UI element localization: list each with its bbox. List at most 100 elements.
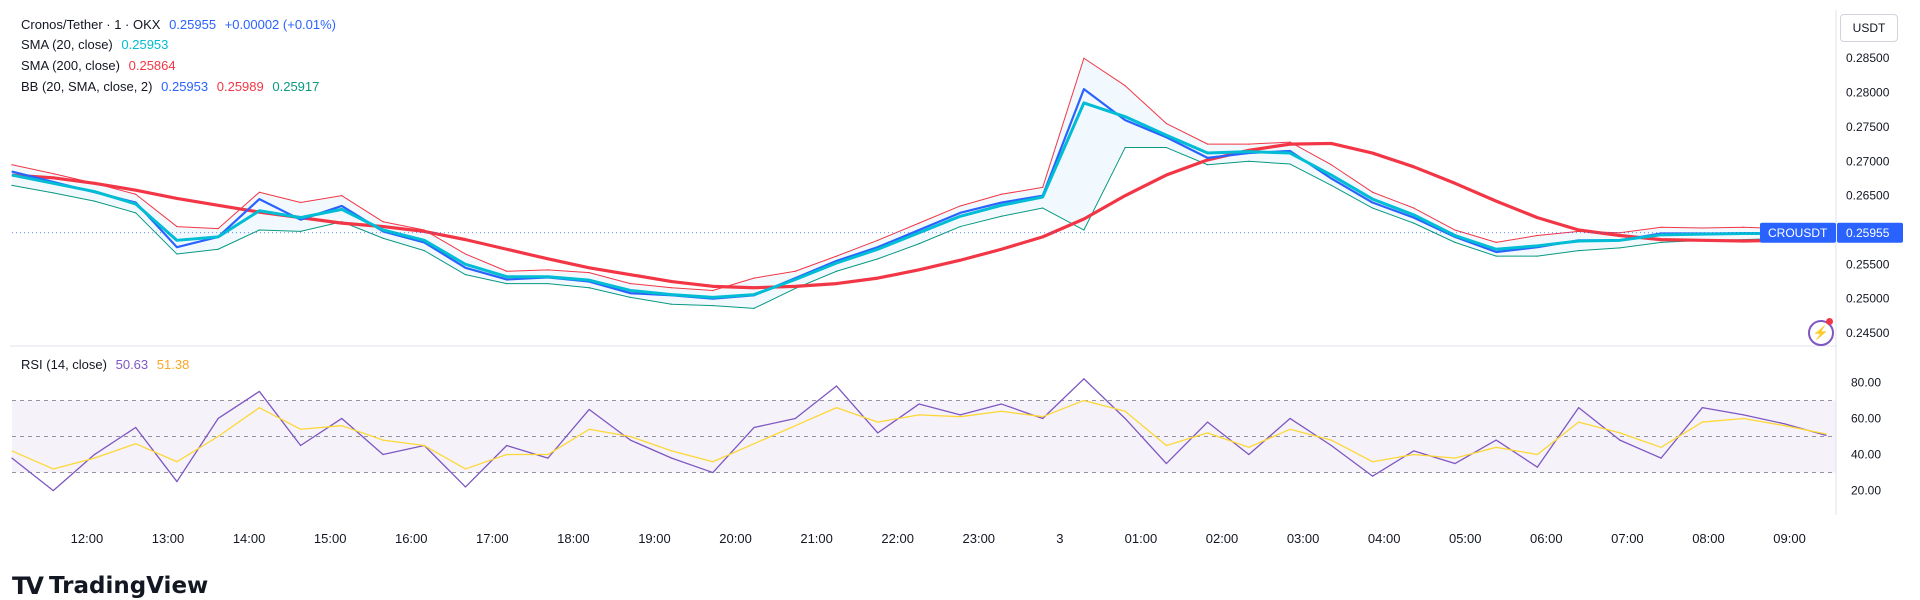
point-bb-upper xyxy=(1701,227,1703,229)
bb-basis-value: 0.25953 xyxy=(161,79,209,94)
point-sma-200-close xyxy=(1000,248,1003,250)
series-cronos-tether[interactable] xyxy=(11,88,1826,300)
point-rsi-ma xyxy=(299,428,302,430)
rsi-ma-value: 51.38 xyxy=(156,357,190,372)
point-sma-20-close xyxy=(1000,204,1003,206)
point-cronos-tether xyxy=(1083,88,1085,90)
point-sma-20-close xyxy=(464,263,467,265)
point-rsi-14-close xyxy=(1825,434,1827,436)
point-rsi-ma xyxy=(794,425,796,427)
time-tick-label: 23:00 xyxy=(963,531,996,546)
price-tick-label: 0.28500 xyxy=(1846,51,1890,65)
point-rsi-14-close xyxy=(1536,466,1539,468)
bb-legend[interactable]: BB (20, SMA, close, 2) 0.25953 0.25989 0… xyxy=(21,79,324,94)
point-sma-200-close xyxy=(794,285,796,287)
point-rsi-ma xyxy=(1701,421,1703,423)
point-bb-lower xyxy=(52,192,54,194)
point-sma-20-close xyxy=(382,229,384,231)
rsi-tick-label: 80.00 xyxy=(1851,375,1881,389)
point-rsi-ma xyxy=(52,468,54,470)
rsi-plot[interactable] xyxy=(11,378,1827,492)
time-axis[interactable]: 12:00 13:00 14:00 15:00 16:00 17:00 18:00 19:00… xyxy=(71,531,1806,546)
point-rsi-14-close xyxy=(1330,444,1332,447)
point-bb-upper xyxy=(959,205,961,207)
point-cronos-tether xyxy=(1124,119,1126,121)
sma200-legend[interactable]: SMA (200, close) 0.25864 xyxy=(21,58,181,73)
point-cronos-tether xyxy=(11,171,13,173)
point-rsi-14-close xyxy=(918,403,920,405)
point-sma-20-close xyxy=(547,276,549,278)
point-sma-200-close xyxy=(1701,239,1703,241)
point-sma-200-close xyxy=(877,277,879,279)
price-change: +0.00002 (+0.01%) xyxy=(224,17,337,32)
point-bb-upper xyxy=(588,272,590,274)
time-tick-label: 3 xyxy=(1056,531,1063,546)
point-cronos-tether xyxy=(341,205,343,207)
point-bb-lower xyxy=(918,243,920,245)
price-axis[interactable]: 0.285000.280000.275000.270000.265000.260… xyxy=(1846,51,1890,340)
point-bb-lower xyxy=(1578,250,1580,252)
point-rsi-14-close xyxy=(712,471,714,474)
point-bb-lower xyxy=(1165,146,1167,149)
point-sma-200-close xyxy=(1165,174,1167,176)
point-rsi-14-close xyxy=(1619,439,1621,441)
point-rsi-14-close xyxy=(877,432,879,434)
point-rsi-ma xyxy=(1248,446,1250,448)
point-bb-upper xyxy=(52,173,54,175)
point-rsi-14-close xyxy=(1371,475,1374,477)
point-sma-20-close xyxy=(1413,214,1415,216)
point-sma-200-close xyxy=(712,285,714,287)
tradingview-logo[interactable]: TV TradingView xyxy=(12,572,208,600)
point-rsi-ma xyxy=(382,439,384,441)
point-bb-upper xyxy=(712,289,714,292)
point-rsi-ma xyxy=(1619,432,1621,434)
point-cronos-tether xyxy=(835,260,838,262)
point-sma-20-close xyxy=(671,293,673,296)
point-sma-20-close xyxy=(217,236,219,238)
point-rsi-14-close xyxy=(217,417,219,420)
point-cronos-tether xyxy=(258,198,260,200)
currency-unit-button[interactable]: USDT xyxy=(1840,14,1898,42)
point-sma-20-close xyxy=(753,293,755,296)
sma20-label: SMA (20, close) xyxy=(21,37,113,52)
point-sma-200-close xyxy=(1289,143,1291,145)
point-rsi-ma xyxy=(1206,432,1209,434)
point-bb-upper xyxy=(11,164,13,166)
price-tag-value-bg xyxy=(1837,222,1903,243)
point-rsi-14-close xyxy=(1701,407,1703,409)
lightning-icon[interactable]: ⚡ xyxy=(1808,320,1834,346)
time-tick-label: 04:00 xyxy=(1368,531,1401,546)
point-rsi-14-close xyxy=(794,417,796,420)
point-bb-upper xyxy=(382,221,384,223)
point-rsi-ma xyxy=(464,468,467,470)
rsi-band-lines xyxy=(12,399,1836,474)
point-rsi-14-close xyxy=(1784,423,1786,425)
point-sma-200-close xyxy=(671,280,673,283)
point-rsi-ma xyxy=(1124,410,1126,412)
point-bb-upper xyxy=(1289,141,1291,143)
sma20-legend[interactable]: SMA (20, close) 0.25953 xyxy=(21,37,173,52)
point-sma-200-close xyxy=(1536,217,1539,219)
point-bb-upper xyxy=(1330,164,1332,166)
point-bb-upper xyxy=(135,193,137,195)
time-tick-label: 05:00 xyxy=(1449,531,1482,546)
rsi-legend[interactable]: RSI (14, close) 50.63 51.38 xyxy=(21,357,194,372)
point-rsi-14-close xyxy=(506,444,508,447)
point-rsi-14-close xyxy=(1248,453,1250,456)
point-cronos-tether xyxy=(1413,217,1415,219)
point-rsi-ma xyxy=(176,461,178,463)
point-rsi-ma xyxy=(1742,417,1745,420)
rsi-axis[interactable]: 80.00 60.00 40.00 20.00 xyxy=(1851,375,1881,497)
point-bb-lower xyxy=(1248,160,1250,162)
point-bb-upper xyxy=(1454,229,1456,231)
point-bb-lower xyxy=(1000,215,1003,217)
rsi-tick-label: 40.00 xyxy=(1851,448,1881,462)
point-bb-lower xyxy=(1413,222,1415,224)
time-tick-label: 22:00 xyxy=(881,531,914,546)
price-tick-label: 0.26500 xyxy=(1846,189,1890,203)
price-plot[interactable] xyxy=(11,57,1836,309)
bb-lower-value: 0.25917 xyxy=(272,79,320,94)
point-sma-20-close xyxy=(258,210,260,212)
point-rsi-ma xyxy=(1536,453,1539,456)
main-legend-line-1[interactable]: Cronos/Tether · 1 · OKX 0.25955 +0.00002… xyxy=(21,17,341,32)
